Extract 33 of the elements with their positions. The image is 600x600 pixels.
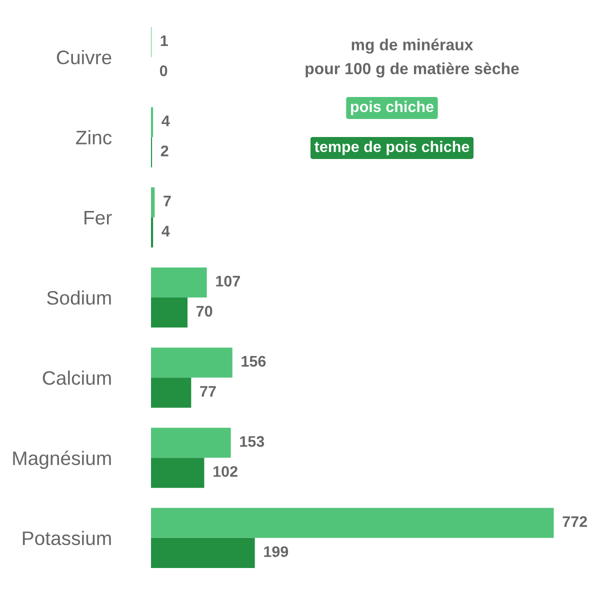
data-label: 107 [216,276,240,287]
data-label: 2 [160,146,168,156]
y-tick-label: Potassium [22,530,111,546]
text: tempe de pois chiche [314,140,470,156]
data-label: 4 [162,116,170,126]
bar [151,508,554,538]
data-label: 199 [264,546,288,558]
data-label: 102 [214,466,238,477]
data-label: 156 [242,356,266,367]
y-tick-label: Sodium [47,290,111,305]
data-label: 153 [240,436,264,447]
data-label: 0 [160,65,168,76]
data-label: 70 [196,306,212,317]
bar [151,458,204,488]
data-label: 7 [164,196,171,206]
data-label: 77 [200,386,216,397]
bar [151,428,231,458]
data-label: 772 [562,516,587,527]
bar [151,187,155,218]
data-label: 1 [160,35,168,46]
bar [151,378,192,408]
text: mg de minéraux pour 100 g de matière sèche [306,38,519,78]
y-tick-label: Calcium [42,370,111,385]
bar [151,298,188,328]
y-tick-label: Zinc [76,130,112,144]
y-tick-label: Cuivre [56,50,112,64]
bar [151,348,232,378]
text: pois chiche [350,100,434,116]
bar [151,538,255,568]
data-label: 4 [162,226,170,236]
y-tick-label: Fer [84,211,112,225]
bar [151,267,207,298]
y-tick-label: Magnésium [13,450,111,469]
